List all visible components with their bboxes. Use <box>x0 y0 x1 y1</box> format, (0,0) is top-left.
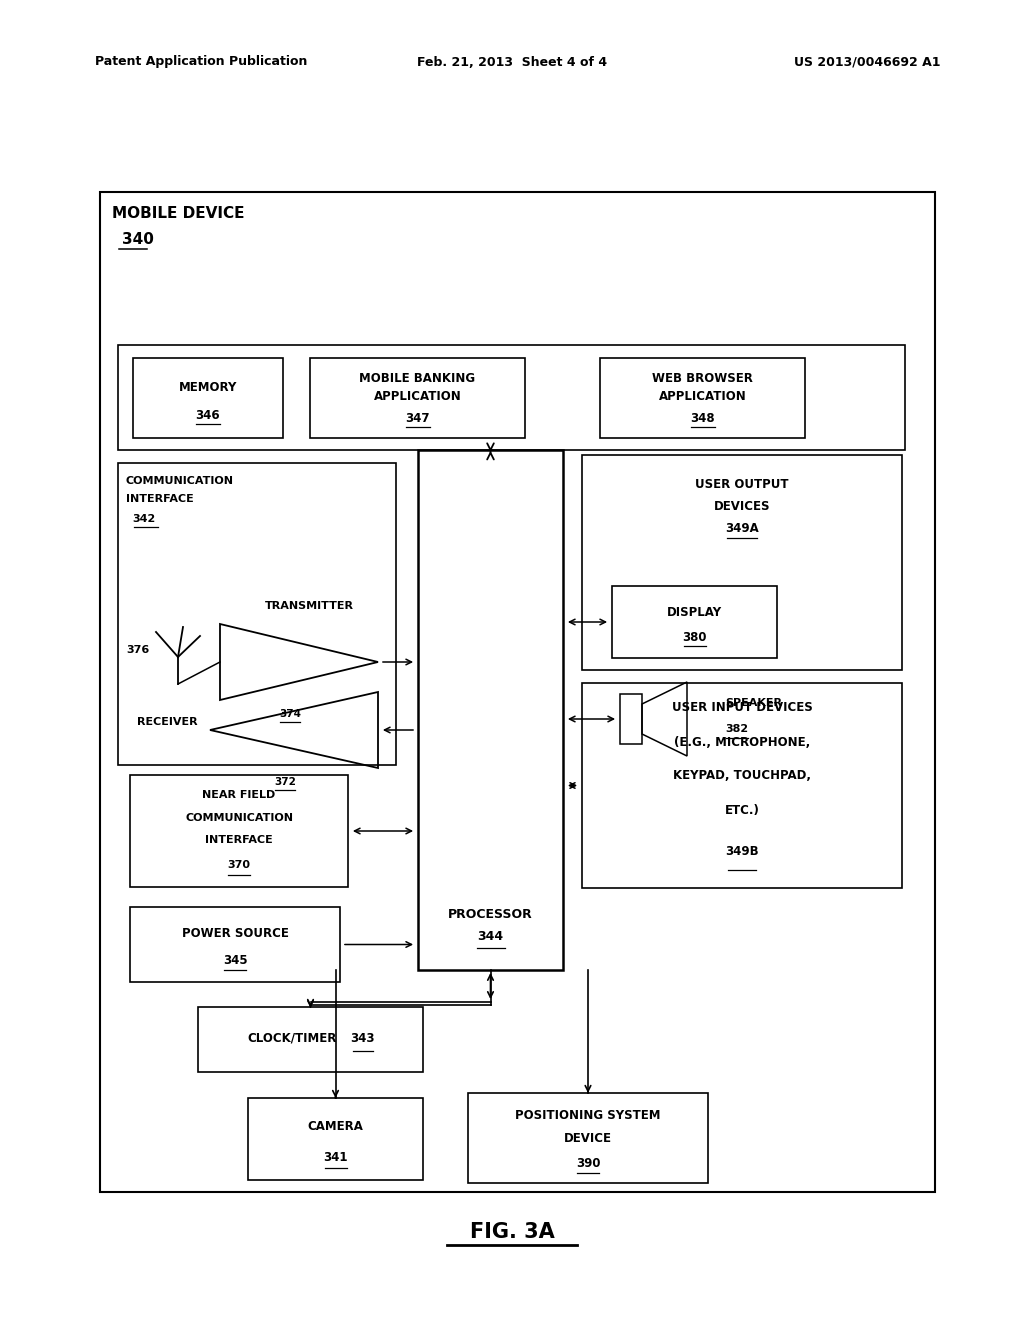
Text: US 2013/0046692 A1: US 2013/0046692 A1 <box>794 55 940 69</box>
Text: FIG. 3A: FIG. 3A <box>470 1222 554 1242</box>
Bar <box>118 345 905 450</box>
Text: DEVICES: DEVICES <box>714 500 770 513</box>
Text: Feb. 21, 2013  Sheet 4 of 4: Feb. 21, 2013 Sheet 4 of 4 <box>417 55 607 69</box>
Text: 349A: 349A <box>725 523 759 536</box>
Text: USER OUTPUT: USER OUTPUT <box>695 479 788 491</box>
Bar <box>130 775 348 887</box>
Text: APPLICATION: APPLICATION <box>374 389 462 403</box>
Text: COMMUNICATION: COMMUNICATION <box>126 477 234 486</box>
Text: 372: 372 <box>274 777 296 787</box>
Text: DEVICE: DEVICE <box>564 1131 612 1144</box>
Text: 343: 343 <box>350 1032 375 1044</box>
Bar <box>582 455 902 671</box>
Text: INTERFACE: INTERFACE <box>126 494 194 504</box>
Bar <box>620 694 642 744</box>
Bar <box>582 682 902 888</box>
Text: 380: 380 <box>682 631 707 644</box>
Text: 349B: 349B <box>725 845 759 858</box>
Text: 344: 344 <box>477 931 504 944</box>
Text: USER INPUT DEVICES: USER INPUT DEVICES <box>672 701 812 714</box>
Text: ETC.): ETC.) <box>725 804 760 817</box>
Bar <box>248 1098 423 1180</box>
Text: (E.G., MICROPHONE,: (E.G., MICROPHONE, <box>674 737 810 748</box>
Text: COMMUNICATION: COMMUNICATION <box>185 813 293 822</box>
Text: CLOCK/TIMER: CLOCK/TIMER <box>248 1032 337 1044</box>
Text: MOBILE BANKING: MOBILE BANKING <box>359 371 475 384</box>
Bar <box>418 450 563 970</box>
Bar <box>612 586 777 657</box>
Bar <box>130 907 340 982</box>
Bar <box>600 358 805 438</box>
Bar <box>310 358 525 438</box>
Bar <box>100 191 935 1192</box>
Text: 370: 370 <box>227 859 251 870</box>
Text: NEAR FIELD: NEAR FIELD <box>203 791 275 800</box>
Text: 348: 348 <box>690 412 715 425</box>
Text: PROCESSOR: PROCESSOR <box>449 908 532 921</box>
Text: SPEAKER: SPEAKER <box>725 698 782 708</box>
Text: APPLICATION: APPLICATION <box>658 389 746 403</box>
Text: POSITIONING SYSTEM: POSITIONING SYSTEM <box>515 1109 660 1122</box>
Text: 390: 390 <box>575 1156 600 1170</box>
Text: 340: 340 <box>122 232 154 248</box>
Text: DISPLAY: DISPLAY <box>667 606 722 619</box>
Text: 376: 376 <box>127 645 150 655</box>
Text: RECEIVER: RECEIVER <box>137 717 198 727</box>
Text: 346: 346 <box>196 409 220 422</box>
Text: KEYPAD, TOUCHPAD,: KEYPAD, TOUCHPAD, <box>673 768 811 781</box>
Text: 382: 382 <box>725 723 749 734</box>
Bar <box>133 358 283 438</box>
Text: 374: 374 <box>279 709 301 719</box>
Bar <box>198 1007 423 1072</box>
Bar <box>468 1093 708 1183</box>
Text: POWER SOURCE: POWER SOURCE <box>181 927 289 940</box>
Text: CAMERA: CAMERA <box>307 1121 364 1133</box>
Text: 342: 342 <box>132 513 156 524</box>
Text: INTERFACE: INTERFACE <box>205 836 272 845</box>
Text: 347: 347 <box>406 412 430 425</box>
Text: TRANSMITTER: TRANSMITTER <box>264 601 353 611</box>
Text: MEMORY: MEMORY <box>179 381 238 395</box>
Text: Patent Application Publication: Patent Application Publication <box>95 55 307 69</box>
Text: 341: 341 <box>324 1151 348 1163</box>
Text: 345: 345 <box>222 954 248 968</box>
Text: MOBILE DEVICE: MOBILE DEVICE <box>112 206 245 222</box>
Text: WEB BROWSER: WEB BROWSER <box>652 371 753 384</box>
Bar <box>118 463 396 766</box>
